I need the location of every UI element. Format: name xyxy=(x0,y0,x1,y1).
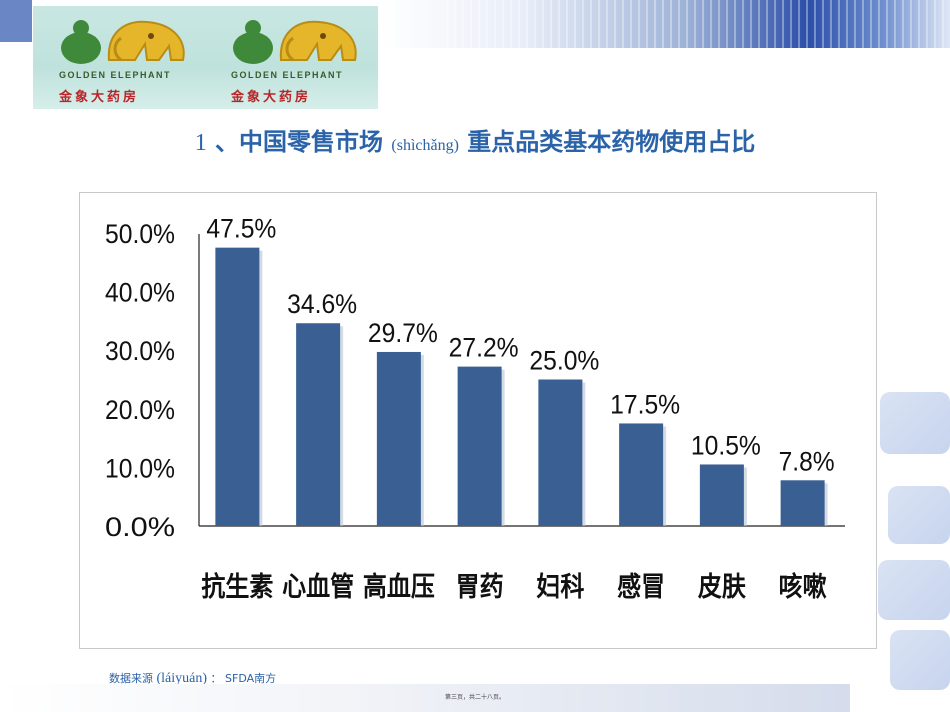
x-category-label: 感冒 xyxy=(617,571,665,603)
bar xyxy=(619,423,664,526)
source-org1: SFDA xyxy=(225,672,255,685)
y-tick-label: 10.0% xyxy=(105,453,175,483)
bar xyxy=(780,480,825,526)
decorative-tile xyxy=(888,486,950,544)
title-number: 1 xyxy=(194,130,207,156)
bar xyxy=(215,247,260,526)
bar xyxy=(699,464,744,526)
bar-data-label: 25.0% xyxy=(529,346,599,376)
y-tick-label: 0.0% xyxy=(105,512,175,542)
y-tick-label: 40.0% xyxy=(105,278,175,308)
x-category-label: 抗生素 xyxy=(201,571,273,603)
title-main: 中国零售市场 xyxy=(239,128,384,156)
logo: GOLDEN ELEPHANT 金象大药房 xyxy=(223,14,383,106)
source-org2: 南方 xyxy=(254,672,277,685)
page-note: 第三页，共二十八页。 xyxy=(444,694,505,701)
source-pinyin: (láiyuán) xyxy=(156,671,208,686)
decorative-tile xyxy=(880,392,950,454)
top-left-strip xyxy=(0,0,32,42)
title-pinyin: (shìchǎng) xyxy=(391,137,459,154)
elephant-logo-icon xyxy=(61,20,185,64)
bar xyxy=(457,366,502,526)
elephant-logo-icon xyxy=(233,20,357,64)
bar xyxy=(296,323,341,526)
slide-title: 1 、中国零售市场 (shìchǎng) 重点品类基本药物使用占比 xyxy=(0,122,950,157)
title-separator: 、 xyxy=(215,128,240,156)
x-category-label: 妇科 xyxy=(536,572,584,603)
decorative-tile xyxy=(878,560,950,620)
x-category-label: 心血管 xyxy=(282,572,354,603)
y-tick-label: 20.0% xyxy=(105,395,175,425)
bottom-bar xyxy=(0,684,850,712)
logo-english-text: GOLDEN ELEPHANT xyxy=(231,70,344,80)
logo-banner: GOLDEN ELEPHANT 金象大药房 GOLDEN ELEPHANT 金象… xyxy=(33,6,378,109)
source-colon: ： xyxy=(210,672,222,685)
bar-data-label: 7.8% xyxy=(779,446,835,476)
x-category-label: 胃药 xyxy=(456,572,504,603)
decorative-tile xyxy=(890,630,950,690)
bar xyxy=(538,379,583,526)
bar xyxy=(376,351,421,526)
logo-chinese-text: 金象大药房 xyxy=(231,90,312,105)
title-rest: 重点品类基本药物使用占比 xyxy=(467,128,756,156)
bar-data-label: 27.2% xyxy=(449,333,519,363)
bar-chart: 0.0% 10.0% 20.0% 30.0% 40.0% 50.0% 47.5% 抗生素 34.… xyxy=(105,214,845,603)
x-category-label: 皮肤 xyxy=(698,572,747,603)
bar-data-label: 10.5% xyxy=(691,430,761,460)
bar-data-label: 17.5% xyxy=(610,389,680,419)
logo: GOLDEN ELEPHANT 金象大药房 xyxy=(51,14,211,106)
y-tick-label: 50.0% xyxy=(105,219,175,249)
bar-data-label: 34.6% xyxy=(287,289,357,319)
bar-data-label: 29.7% xyxy=(368,318,438,348)
y-tick-label: 30.0% xyxy=(105,336,175,366)
logo-chinese-text: 金象大药房 xyxy=(59,90,140,105)
top-band-stripes xyxy=(440,0,950,48)
x-category-label: 高血压 xyxy=(363,571,435,603)
data-source: 数据来源 (láiyuán) ： SFDA南方 xyxy=(109,670,276,687)
bar-data-label: 47.5% xyxy=(206,214,276,244)
x-category-label: 咳嗽 xyxy=(779,571,827,603)
source-label: 数据来源 xyxy=(109,672,153,685)
logo-english-text: GOLDEN ELEPHANT xyxy=(59,70,172,80)
